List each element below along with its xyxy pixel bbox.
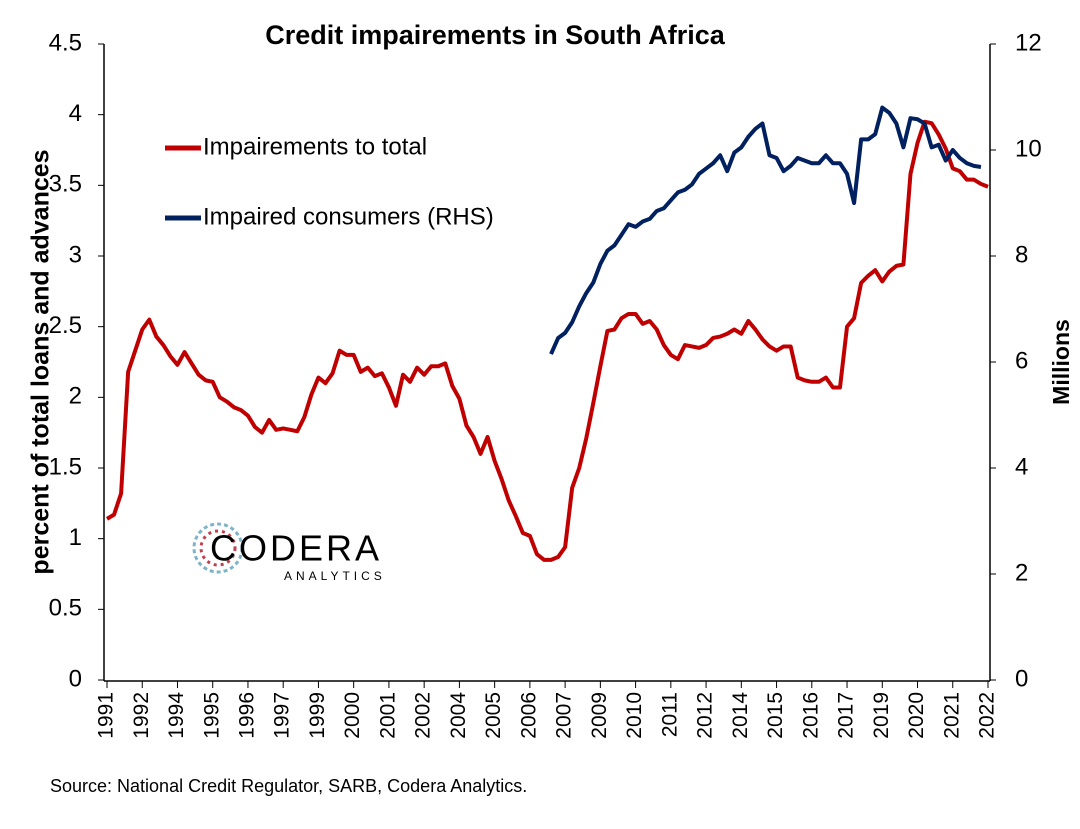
x-tick-label: 1992	[130, 692, 153, 739]
y-tick-label: 3.5	[49, 171, 82, 198]
x-tick-label: 2005	[482, 692, 505, 739]
y-tick-label: 4	[69, 100, 82, 127]
series-line	[549, 105, 982, 355]
x-tick-label: 2007	[553, 692, 576, 739]
x-tick-label: 2014	[729, 692, 752, 739]
x-tick-label: 2016	[799, 692, 822, 739]
chart-title: Credit impairements in South Africa	[265, 20, 726, 50]
x-tick-label: 2000	[341, 692, 364, 739]
y2-tick-label: 0	[1015, 665, 1028, 692]
y2-tick-label: 10	[1015, 135, 1042, 162]
x-tick-label: 2010	[623, 692, 646, 739]
x-tick-label: 2019	[870, 692, 893, 739]
x-tick-label: 1997	[271, 692, 294, 739]
x-tick-label: 2022	[976, 692, 999, 739]
x-tick-label: 2002	[412, 692, 435, 739]
x-tick-label: 1996	[236, 692, 259, 739]
y-tick-label: 4.5	[49, 29, 82, 56]
y-tick-label: 2	[69, 383, 82, 410]
x-tick-label: 1999	[306, 692, 329, 739]
x-tick-label: 2012	[694, 692, 717, 739]
y-tick-label: 1.5	[49, 453, 82, 480]
y-axis-label: percent of total loans and advances	[27, 149, 55, 574]
y2-tick-label: 12	[1015, 29, 1042, 56]
x-tick-label: 2006	[517, 692, 540, 739]
y-tick-label: 0	[69, 665, 82, 692]
source-note: Source: National Credit Regulator, SARB,…	[50, 776, 527, 796]
logo-icon	[192, 522, 244, 574]
y2-tick-label: 8	[1015, 241, 1028, 268]
y-tick-label: 0.5	[49, 595, 82, 622]
x-tick-label: 2004	[447, 692, 470, 739]
x-tick-label: 2009	[588, 692, 611, 739]
y-tick-label: 3	[69, 241, 82, 268]
x-tick-label: 1995	[200, 692, 223, 739]
logo: CODERA ANALYTICS	[192, 522, 386, 583]
x-tick-label: 2001	[376, 692, 399, 739]
y-tick-label: 2.5	[49, 312, 82, 339]
logo-name: CODERA	[210, 528, 382, 569]
y2-tick-label: 4	[1015, 453, 1028, 480]
x-tick-label: 1994	[165, 692, 188, 739]
x-tick-label: 2011	[658, 692, 681, 737]
y-tick-label: 1	[69, 524, 82, 551]
legend-label: Impairements to total	[203, 133, 427, 160]
logo-sub: ANALYTICS	[284, 569, 386, 583]
x-tick-label: 2017	[835, 692, 858, 739]
x-tick-label: 2021	[940, 692, 963, 739]
series-line	[105, 119, 989, 562]
y2-tick-label: 2	[1015, 559, 1028, 586]
y2-tick-label: 6	[1015, 347, 1028, 374]
x-tick-label: 1991	[95, 692, 118, 739]
x-tick-label: 2015	[764, 692, 787, 739]
x-tick-label: 2020	[905, 692, 928, 739]
legend-label: Impaired consumers (RHS)	[203, 203, 494, 230]
y2-axis-label: Millions	[1048, 319, 1074, 405]
logo-icon	[199, 529, 237, 567]
